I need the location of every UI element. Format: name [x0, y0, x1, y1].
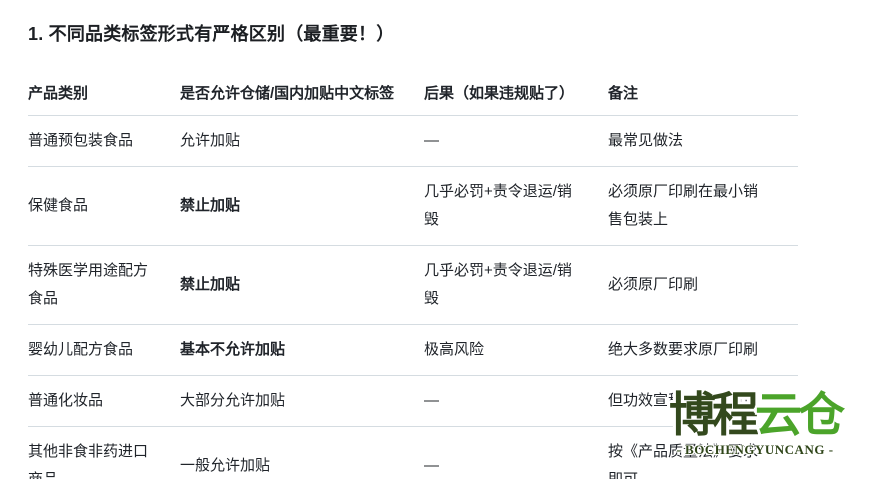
table-row: 普通化妆品 大部分允许加贴 — 但功效宣称需特别谨慎: [28, 375, 798, 427]
cell-allowed: 允许加贴: [180, 115, 424, 167]
column-header-consequence: 后果（如果违规贴了）: [424, 82, 608, 116]
cell-consequence: 极高风险: [424, 324, 608, 376]
cell-allowed: 禁止加贴: [180, 245, 424, 325]
column-header-remark: 备注: [608, 82, 798, 116]
cell-consequence: —: [424, 115, 608, 167]
cell-allowed: 禁止加贴: [180, 166, 424, 246]
cell-category: 保健食品: [28, 166, 180, 246]
cell-allowed: 大部分允许加贴: [180, 375, 424, 427]
cell-category: 特殊医学用途配方食品: [28, 245, 180, 325]
label-rules-table: 产品类别 是否允许仓储/国内加贴中文标签 后果（如果违规贴了） 备注 普通预包装…: [28, 82, 798, 479]
cell-category: 普通化妆品: [28, 375, 180, 427]
cell-allowed: 基本不允许加贴: [180, 324, 424, 376]
cell-consequence: 几乎必罚+责令退运/销毁: [424, 166, 608, 246]
cell-remark: 最常见做法: [608, 115, 798, 167]
cell-remark: 但功效宣称需特别谨慎: [608, 375, 798, 427]
table-header-row: 产品类别 是否允许仓储/国内加贴中文标签 后果（如果违规贴了） 备注: [28, 82, 798, 116]
table-row: 其他非食非药进口商品 一般允许加贴 — 按《产品质量法》要求即可: [28, 427, 798, 479]
table-row: 特殊医学用途配方食品 禁止加贴 几乎必罚+责令退运/销毁 必须原厂印刷: [28, 245, 798, 325]
cell-remark: 必须原厂印刷在最小销售包装上: [608, 166, 798, 246]
cell-remark: 必须原厂印刷: [608, 245, 798, 325]
cell-category: 婴幼儿配方食品: [28, 324, 180, 376]
cell-allowed: 一般允许加贴: [180, 457, 271, 474]
cell-category: 普通预包装食品: [28, 115, 180, 167]
cell-consequence: —: [424, 375, 608, 427]
column-header-category: 产品类别: [28, 82, 180, 116]
table-row: 普通预包装食品 允许加贴 — 最常见做法: [28, 115, 798, 167]
table-row: 婴幼儿配方食品 基本不允许加贴 极高风险 绝大多数要求原厂印刷: [28, 324, 798, 376]
table-row: 保健食品 禁止加贴 几乎必罚+责令退运/销毁 必须原厂印刷在最小销售包装上: [28, 166, 798, 246]
cell-consequence: 几乎必罚+责令退运/销毁: [424, 245, 608, 325]
column-header-allowed: 是否允许仓储/国内加贴中文标签: [180, 82, 424, 116]
cell-remark: 绝大多数要求原厂印刷: [608, 324, 798, 376]
cell-remark: 按《产品质量法》要求即可: [608, 443, 759, 479]
cell-category: 其他非食非药进口商品: [28, 443, 149, 479]
page-title: 1. 不同品类标签形式有严格区别（最重要！）: [28, 24, 395, 44]
cell-consequence: —: [424, 457, 439, 474]
